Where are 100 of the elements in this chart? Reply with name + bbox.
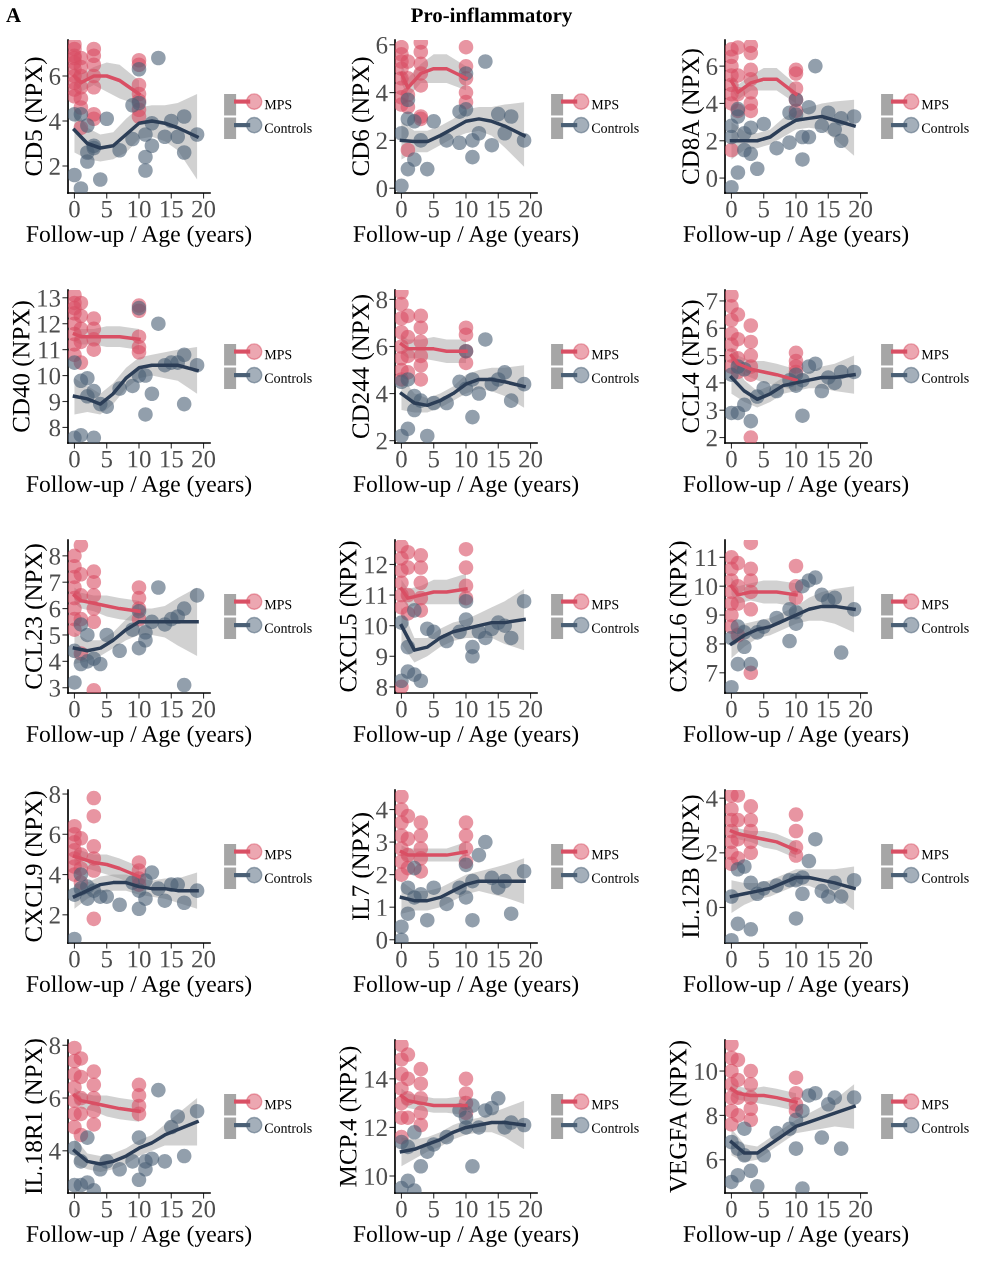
y-tick-label: 10 [695,1063,718,1080]
y-axis-title: CD5 (NPX) [24,57,48,176]
y-tick-label: 12 [38,315,60,333]
point [808,831,823,847]
x-tick-label: 5 [428,200,439,218]
point [413,673,429,689]
x-tick-label: 10 [455,450,478,468]
point [86,1064,102,1079]
legend-label: MPS [264,99,292,110]
point [503,906,519,921]
point [400,421,416,437]
point [795,1103,810,1119]
point [743,602,759,617]
point [86,430,102,443]
x-tick-label: 0 [69,450,80,468]
y-tick-label: 6 [49,1090,61,1107]
point [112,643,127,659]
point [743,334,759,350]
point [413,320,429,335]
x-tick-label: 15 [487,1200,510,1218]
y-tick-label: 6 [49,600,61,618]
point [80,154,95,169]
point [400,560,416,575]
point [151,50,166,66]
point [413,815,429,830]
point [86,614,102,630]
legend-label: Controls [921,373,969,383]
point [846,872,862,888]
y-tick-label: 2 [376,866,387,884]
point [151,580,166,595]
legend-label: Controls [591,623,639,633]
point [788,1141,804,1156]
point [743,45,759,61]
point [788,823,804,839]
point [730,1108,746,1123]
x-tick-label: 15 [817,450,840,468]
x-tick-label: 15 [487,700,510,718]
point [743,922,759,937]
y-axis-title: CD8A (NPX) [681,49,705,184]
y-axis-title: CD6 (NPX) [351,57,375,176]
point [86,574,102,590]
x-tick-label: 0 [726,450,737,468]
x-tick-label: 20 [849,1200,873,1218]
point [426,880,442,895]
x-tick-label: 5 [428,950,439,968]
y-tick-label: 10 [365,1168,388,1185]
point [413,1105,429,1121]
point [782,135,797,150]
x-tick-label: 15 [817,1200,840,1218]
point [138,149,153,165]
point [413,358,429,373]
legend-label: MPS [591,1099,619,1110]
point [737,859,752,874]
point [395,178,409,193]
y-tick-label: 14 [365,1071,388,1088]
point [68,675,82,690]
y-tick-label: 2 [376,432,387,450]
y-axis-title: CD40 (NPX) [11,301,35,432]
y-tick-label: 6 [376,36,388,54]
point [144,865,160,880]
y-tick-label: 7 [707,293,718,310]
y-tick-label: 13 [38,289,61,307]
y-tick-label: 11 [696,549,717,566]
point [827,122,843,137]
x-tick-label: 20 [519,950,543,968]
x-tick-label: 15 [817,950,840,968]
x-tick-label: 0 [396,450,407,468]
point [465,1098,480,1113]
x-tick-label: 20 [192,1200,216,1218]
point [112,1161,127,1177]
point [439,896,454,912]
y-tick-label: 4 [49,1143,61,1160]
y-tick-label: 10 [365,617,388,635]
point [112,142,127,158]
x-tick-label: 5 [428,700,439,718]
y-tick-label: 3 [376,834,388,852]
point [426,114,442,129]
point [413,548,429,563]
x-tick-label: 20 [519,450,543,468]
x-tick-label: 5 [101,1200,112,1218]
legend-label: MPS [921,1099,949,1110]
y-tick-label: 4 [706,375,718,392]
x-tick-label: 0 [396,200,407,218]
y-tick-label: 12 [365,556,387,574]
x-tick-label: 15 [160,450,183,468]
x-tick-label: 0 [69,950,80,968]
point [176,1148,192,1164]
point [138,368,153,383]
text: A [6,8,21,23]
y-tick-label: 10 [695,578,718,596]
point [73,1106,89,1122]
point [808,356,823,372]
point [465,1159,480,1174]
chart-title: Pro-inflammatory [411,7,573,27]
point [788,807,804,822]
y-axis-title: CXCL5 (NPX) [338,541,362,692]
x-tick-label: 5 [101,200,112,218]
point [730,1072,746,1088]
x-tick-label: 0 [396,950,407,968]
x-tick-label: 15 [160,700,183,718]
